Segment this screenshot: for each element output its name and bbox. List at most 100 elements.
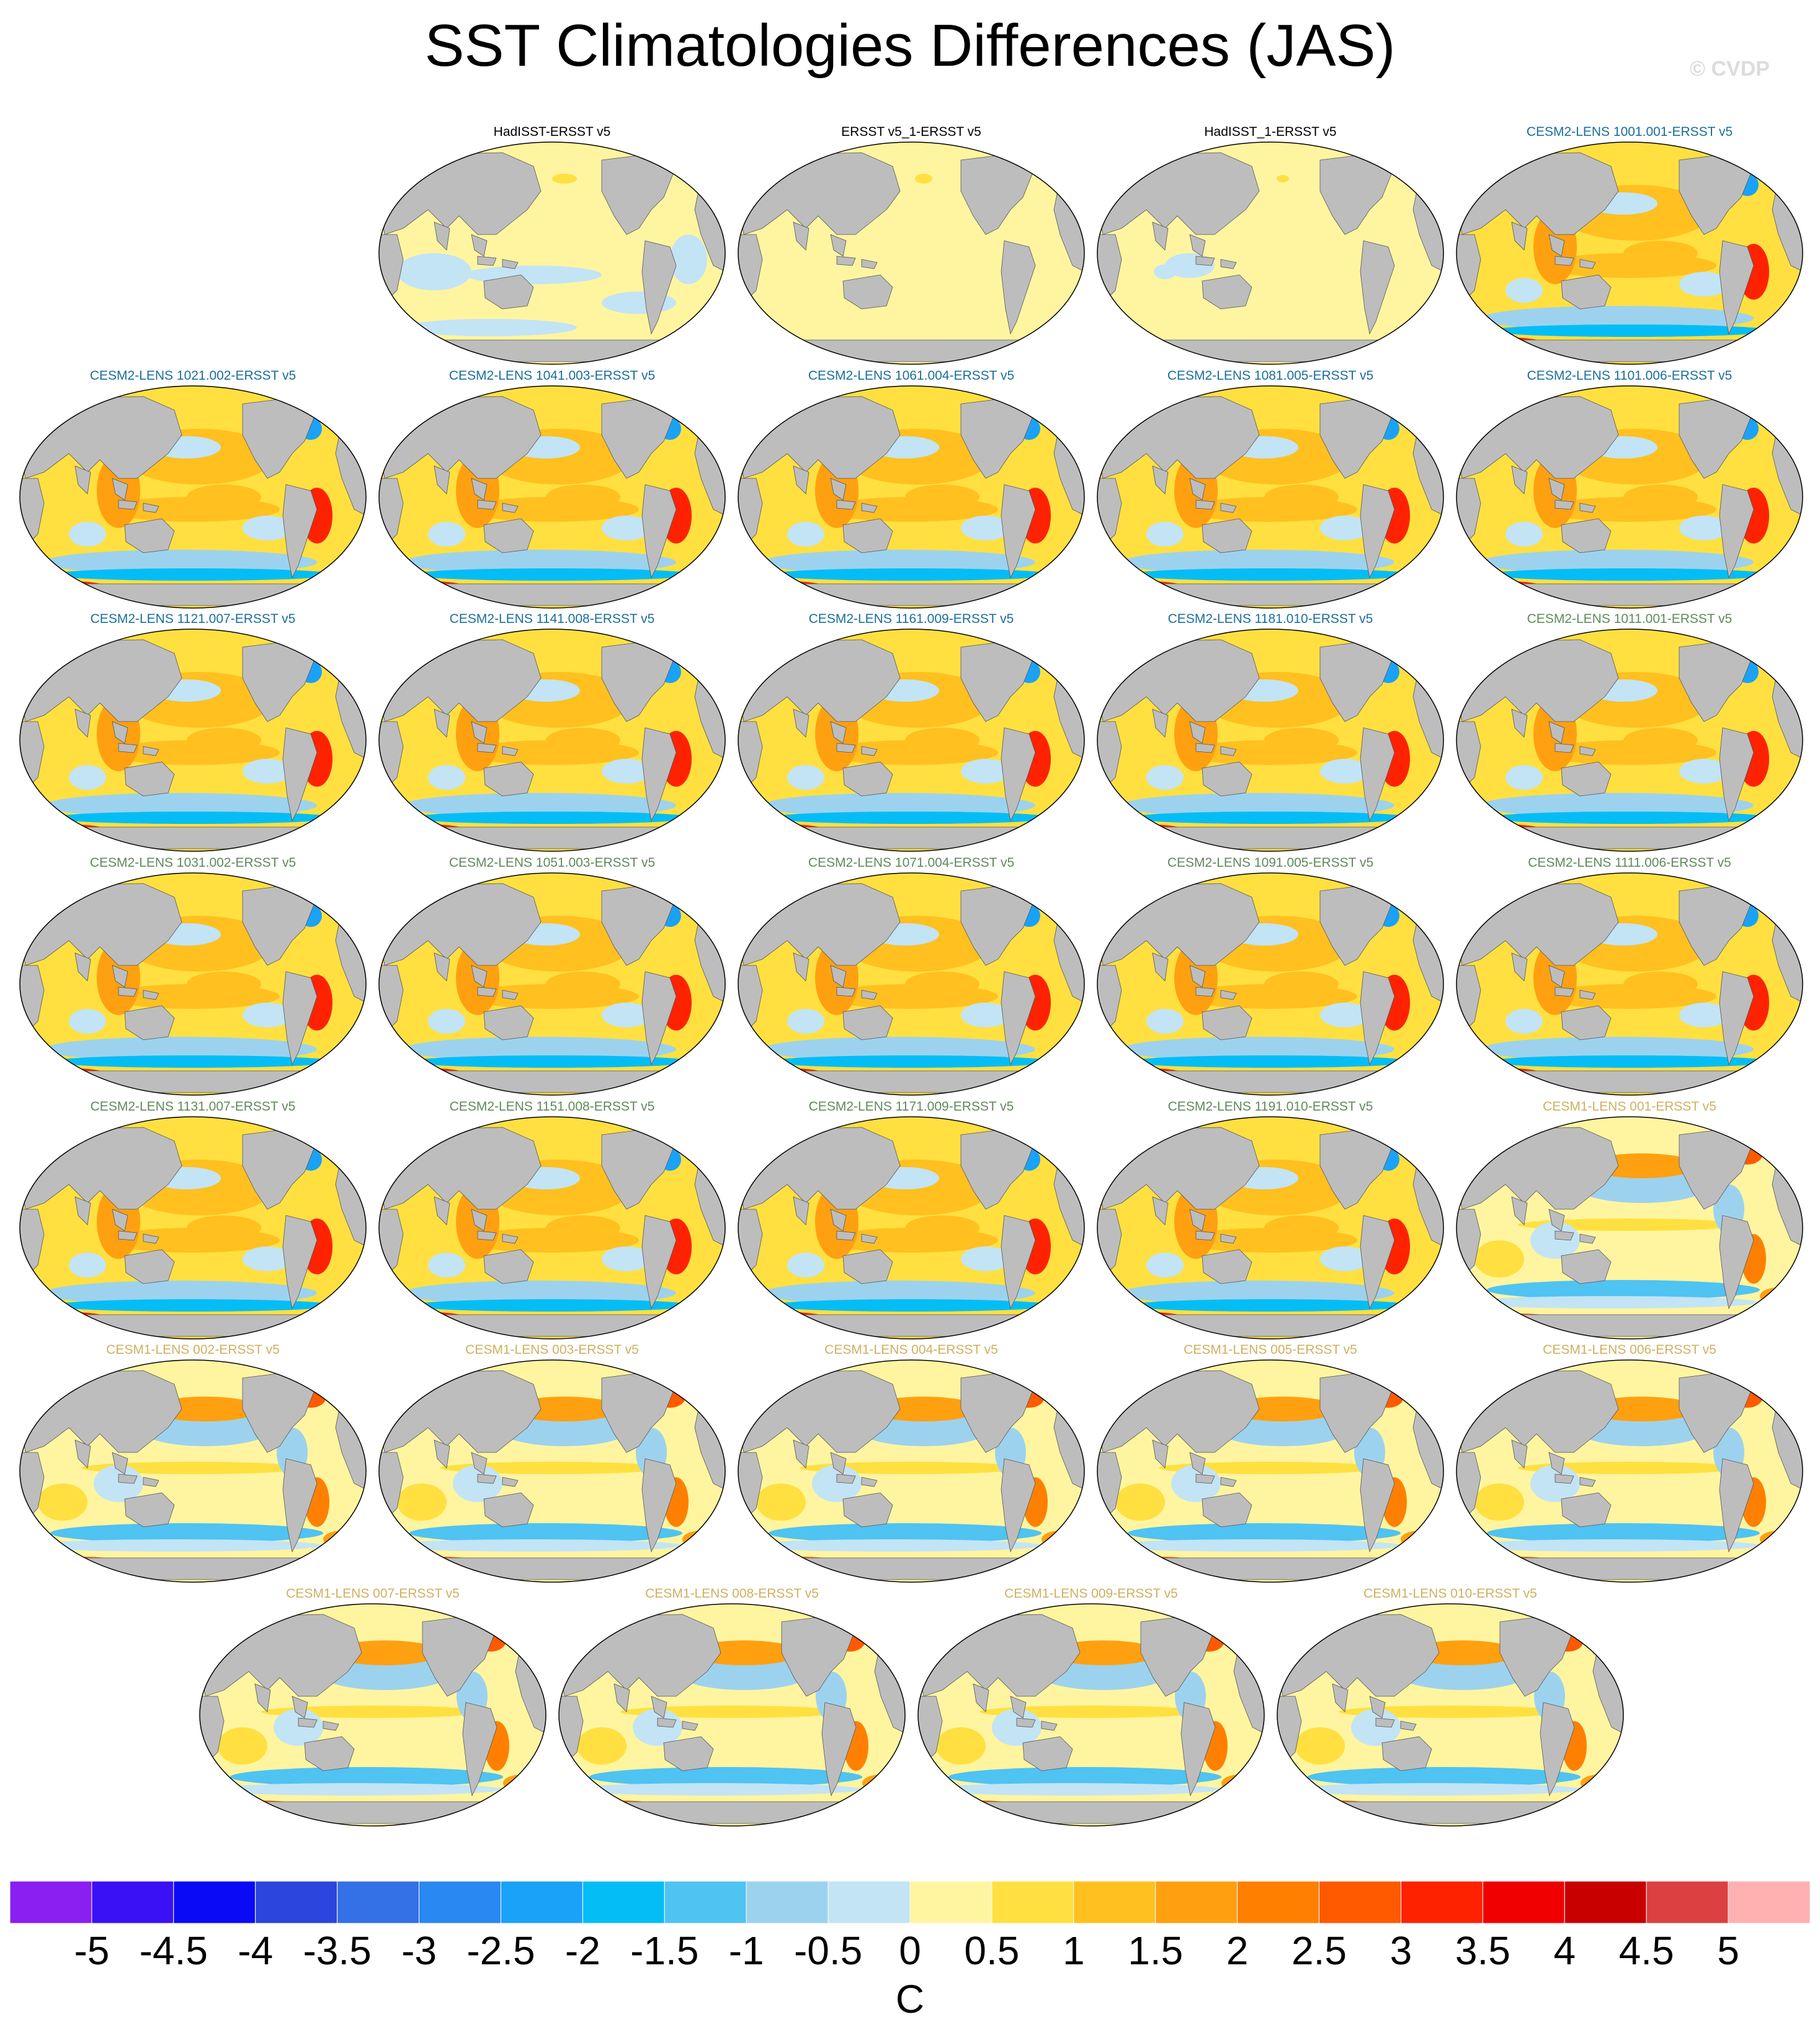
- anomaly-region: [1481, 793, 1754, 818]
- anomaly-region: [1474, 1483, 1524, 1521]
- map-border: [1456, 1359, 1803, 1583]
- anomaly-region: [589, 1767, 862, 1787]
- land-mask: [1719, 971, 1754, 1066]
- land-mask: [462, 1702, 497, 1797]
- colorbar-box: [1646, 1881, 1729, 1923]
- map-panel: HadISST_1-ERSST v5: [1091, 124, 1450, 366]
- colorbar-box: [1319, 1881, 1401, 1923]
- land-mask: [1388, 1364, 1417, 1388]
- colorbar-tick-label: 4: [1553, 1928, 1576, 1973]
- land-mask: [1719, 1458, 1754, 1553]
- sst-difference-map: [378, 385, 726, 609]
- anomaly-region: [800, 1462, 1023, 1474]
- anomaly-region: [25, 1539, 323, 1552]
- map-panel: CESM2-LENS 1081.005-ERSST v5: [1091, 368, 1450, 610]
- land-mask: [1555, 743, 1596, 756]
- land-mask: [1001, 727, 1036, 822]
- map-border: [1097, 872, 1444, 1096]
- map-panel: CESM2-LENS 1181.010-ERSST v5: [1091, 611, 1450, 853]
- anomaly-region: [1462, 1296, 1760, 1309]
- land-mask: [761, 826, 1061, 849]
- anomaly-region: [1481, 306, 1754, 331]
- sst-difference-map: [738, 385, 1085, 609]
- land-mask: [304, 1736, 355, 1771]
- colorbar-tick-label: -4: [238, 1928, 274, 1973]
- anomaly-region: [756, 1483, 806, 1521]
- map-border: [378, 872, 726, 1096]
- anomaly-region: [1122, 1281, 1394, 1305]
- land-mask: [477, 986, 519, 1000]
- land-mask: [124, 518, 175, 553]
- land-mask: [582, 1801, 882, 1824]
- land-mask: [402, 339, 702, 362]
- land-mask: [310, 390, 339, 414]
- land-mask: [74, 709, 128, 744]
- panel-title: CESM1-LENS 006-ERSST v5: [1543, 1343, 1716, 1357]
- land-mask: [124, 1492, 175, 1528]
- sst-difference-map: [19, 1359, 367, 1583]
- sst-difference-map: [558, 1603, 906, 1827]
- land-mask: [1555, 1230, 1596, 1244]
- map-panel: CESM1-LENS 007-ERSST v5: [193, 1586, 553, 1828]
- land-mask: [434, 1439, 488, 1475]
- land-mask: [483, 1005, 534, 1040]
- anomaly-region: [1506, 765, 1543, 790]
- sst-difference-map: [19, 629, 367, 852]
- map-panel: CESM2-LENS 1121.007-ERSST v5: [13, 611, 373, 853]
- anomaly-region: [1518, 1462, 1741, 1474]
- map-border: [1456, 872, 1803, 1096]
- anomaly-region: [187, 728, 261, 753]
- anomaly-region: [769, 568, 1054, 581]
- land-mask: [1120, 1314, 1421, 1337]
- colorbar-box: [1728, 1881, 1810, 1923]
- map-panel: CESM2-LENS 1011.001-ERSST v5: [1450, 611, 1809, 853]
- sst-difference-map: [738, 141, 1085, 365]
- anomaly-region: [1171, 1465, 1221, 1502]
- colorbar-box: [664, 1881, 747, 1923]
- map-panel: CESM2-LENS 1051.003-ERSST v5: [372, 855, 732, 1097]
- map-border: [199, 1603, 546, 1827]
- land-mask: [842, 274, 893, 310]
- anomaly-region: [69, 1253, 106, 1277]
- colorbar-tick-label: 3.5: [1455, 1928, 1510, 1973]
- land-mask: [1001, 484, 1036, 579]
- panel-title: CESM2-LENS 1021.002-ERSST v5: [89, 369, 297, 383]
- anomaly-region: [915, 174, 932, 184]
- colorbar-tick-label: -2: [564, 1928, 600, 1973]
- land-mask: [1479, 1314, 1780, 1337]
- land-mask: [669, 146, 698, 170]
- anomaly-region: [1530, 1222, 1580, 1259]
- anomaly-region: [403, 1037, 676, 1062]
- panel-title: ERSST v5_1-ERSST v5: [841, 125, 981, 139]
- map-border: [378, 629, 726, 852]
- panel-title: HadISST_1-ERSST v5: [1204, 125, 1337, 139]
- land-mask: [1016, 1717, 1058, 1731]
- panel-title: CESM1-LENS 007-ERSST v5: [286, 1586, 460, 1601]
- anomaly-region: [1146, 1253, 1184, 1277]
- land-mask: [1747, 1121, 1776, 1145]
- land-mask: [1202, 1005, 1252, 1040]
- land-mask: [1001, 971, 1036, 1066]
- colorbar-tick-label: 2: [1226, 1928, 1249, 1973]
- anomaly-region: [1487, 812, 1772, 824]
- anomaly-region: [187, 1215, 261, 1240]
- anomaly-region: [1146, 522, 1184, 547]
- map-panel: ERSST v5_1-ERSST v5: [731, 124, 1091, 366]
- land-mask: [836, 986, 878, 1000]
- anomaly-region: [1481, 1037, 1754, 1062]
- land-mask: [1747, 146, 1776, 170]
- anomaly-region: [899, 323, 973, 333]
- anomaly-region: [205, 1783, 503, 1796]
- map-border: [1097, 1116, 1444, 1340]
- panel-title: CESM2-LENS 1091.005-ERSST v5: [1167, 856, 1374, 870]
- anomaly-region: [69, 765, 106, 790]
- anomaly-region: [1159, 1462, 1382, 1474]
- anomaly-region: [620, 1706, 844, 1718]
- land-mask: [1300, 1801, 1600, 1824]
- anomaly-region: [409, 568, 695, 581]
- land-mask: [1195, 256, 1237, 269]
- land-mask: [434, 1196, 488, 1232]
- map-panel: CESM2-LENS 1171.009-ERSST v5: [731, 1099, 1091, 1341]
- land-mask: [669, 1364, 698, 1388]
- anomaly-region: [409, 1299, 695, 1312]
